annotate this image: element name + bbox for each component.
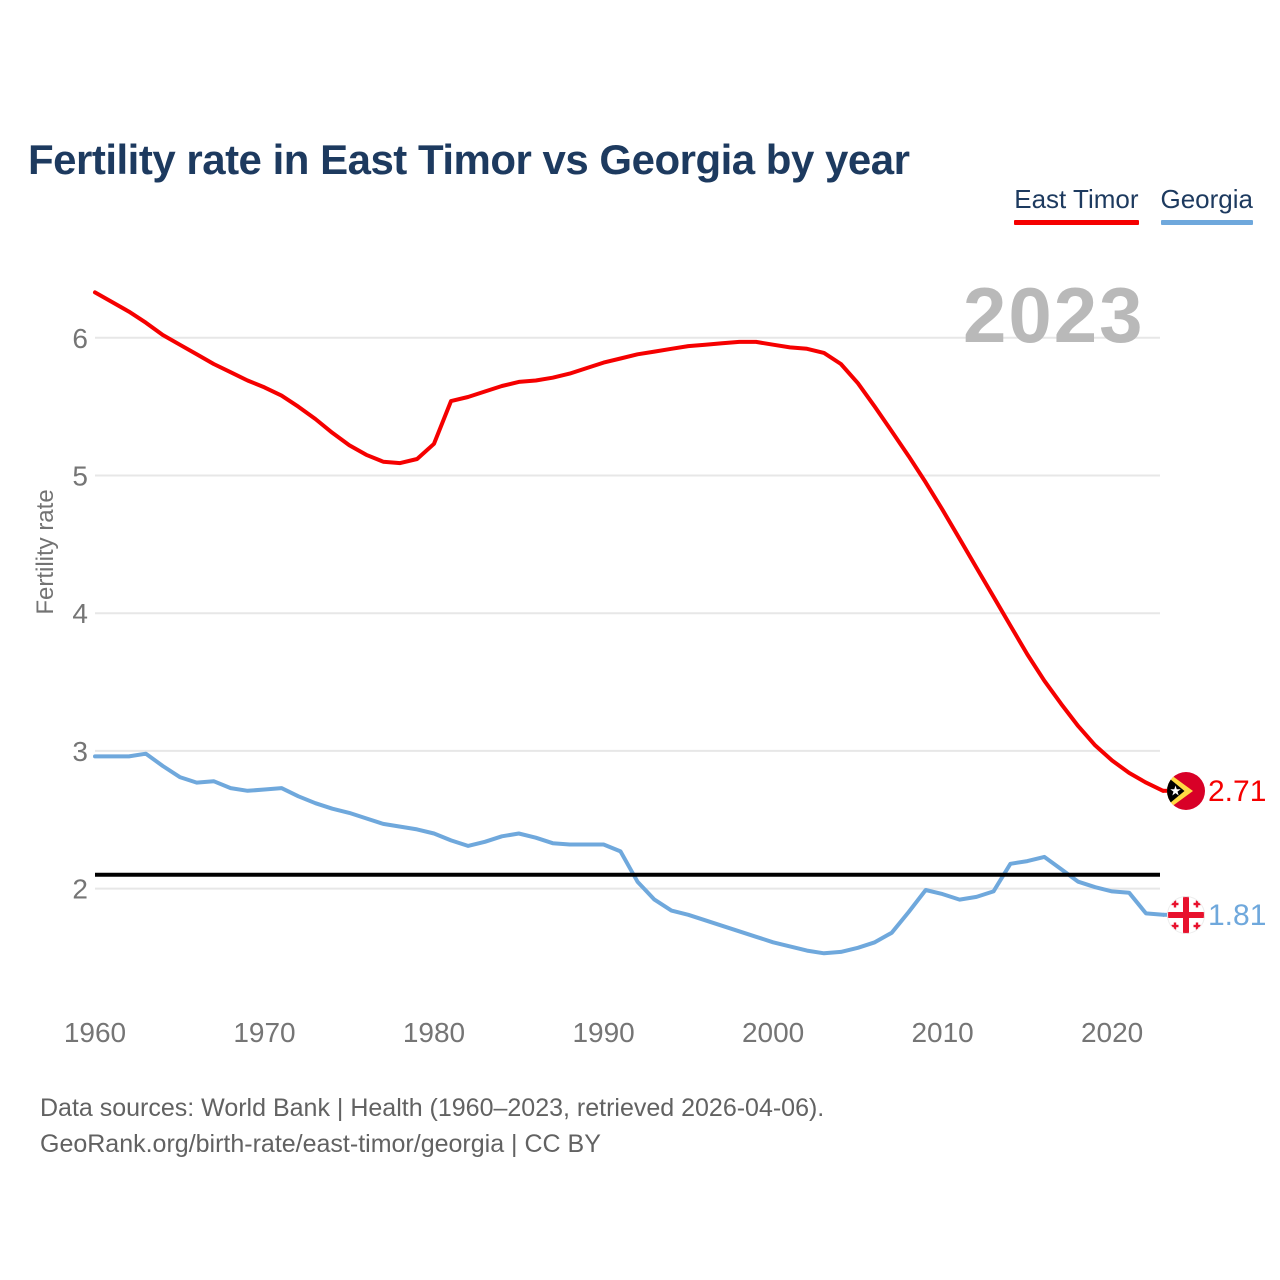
footer-attribution: GeoRank.org/birth-rate/east-timor/georgi… [40,1130,601,1158]
x-axis-tick-labels: 1960 1970 1980 1990 2000 2010 2020 [64,1017,1143,1048]
legend: East Timor Georgia [1014,184,1253,225]
y-tick-label: 5 [72,461,88,492]
legend-underline-georgia [1160,220,1253,225]
series-end-value-georgia: 1.81 [1208,899,1267,932]
legend-label-east-timor: East Timor [1014,184,1139,214]
georgia-flag-small-crosses [1171,900,1201,930]
series-line-east-timor [93,290,1165,793]
y-tick-label: 2 [72,874,88,905]
y-axis-title: Fertility rate [32,489,59,615]
x-tick-label: 1970 [233,1017,295,1048]
legend-item-georgia[interactable]: Georgia [1160,184,1254,225]
legend-label-georgia: Georgia [1160,184,1254,214]
x-tick-label: 1990 [572,1017,634,1048]
series-line-georgia [93,751,1165,956]
east-timor-flag-icon [1167,772,1205,810]
footer-data-sources: Data sources: World Bank | Health (1960–… [40,1094,825,1122]
y-tick-label: 4 [72,598,88,629]
y-tick-label: 3 [72,736,88,767]
footer: Data sources: World Bank | Health (1960–… [40,1090,824,1162]
x-tick-label: 2010 [911,1017,973,1048]
east-timor-flag-star [1170,785,1181,796]
x-tick-label: 2020 [1081,1017,1143,1048]
x-tick-label: 1980 [403,1017,465,1048]
watermark-year: 2023 [963,271,1145,359]
y-axis-tick-labels: 2 3 4 5 6 [72,323,88,905]
legend-underline-east-timor [1014,220,1139,225]
x-tick-label: 2000 [742,1017,804,1048]
series-lines [93,290,1171,956]
legend-item-east-timor[interactable]: East Timor [1014,184,1139,225]
gridlines [95,336,1160,890]
y-tick-label: 6 [72,323,88,354]
page-title: Fertility rate in East Timor vs Georgia … [28,136,910,184]
x-tick-label: 1960 [64,1017,126,1048]
georgia-flag-icon [1167,896,1205,934]
series-end-value-east-timor: 2.71 [1208,775,1267,808]
